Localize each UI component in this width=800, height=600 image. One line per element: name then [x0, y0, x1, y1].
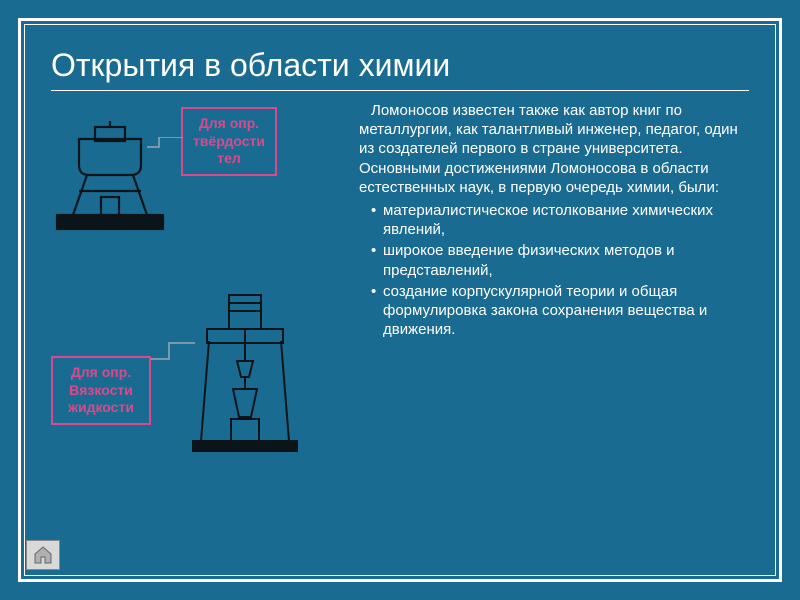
- content-area: Для опр. твёрдости тел Для опр. Вязкости…: [51, 101, 749, 341]
- list-item: широкое введение физических методов и пр…: [371, 241, 749, 279]
- title-rule: [51, 90, 749, 91]
- inner-frame: Открытия в области химии Для опр. твёрдо…: [24, 24, 776, 576]
- label-hardness: Для опр. твёрдости тел: [181, 107, 277, 176]
- page-title: Открытия в области химии: [51, 47, 749, 84]
- text-column: Ломоносов известен также как автор книг …: [359, 101, 749, 341]
- bullet-list: материалистическое истолкование химическ…: [359, 201, 749, 339]
- diagram-column: Для опр. твёрдости тел Для опр. Вязкости…: [51, 101, 351, 341]
- home-button[interactable]: [26, 540, 60, 570]
- label-viscosity: Для опр. Вязкости жидкости: [51, 356, 151, 425]
- list-item: материалистическое истолкование химическ…: [371, 201, 749, 239]
- intro-paragraph: Ломоносов известен также как автор книг …: [359, 101, 749, 197]
- viscosity-device-icon: [189, 291, 304, 456]
- hardness-device-icon: [55, 121, 165, 236]
- list-item: создание корпускулярной теории и общая ф…: [371, 282, 749, 340]
- home-icon: [33, 546, 53, 564]
